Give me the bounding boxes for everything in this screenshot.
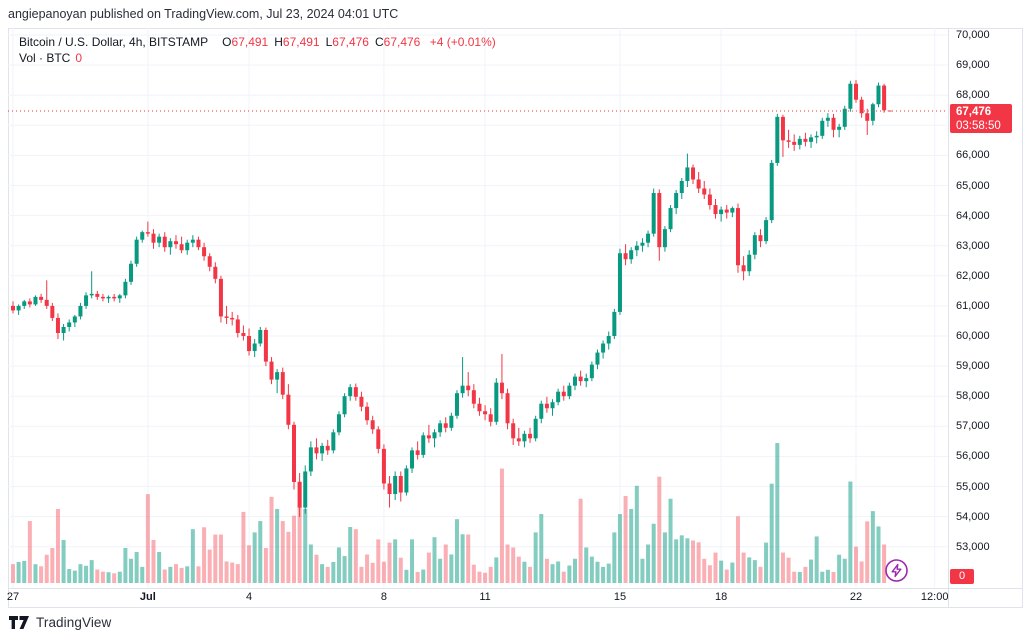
open-value: 67,491 (231, 35, 269, 49)
close-value: 67,476 (383, 35, 421, 49)
time-axis-label: 4 (245, 591, 253, 603)
volume-legend: Vol · BTC 0 (19, 51, 82, 65)
time-axis-label: 12:00 (920, 591, 949, 603)
low-label: L (325, 35, 333, 49)
price-axis-label: 68,000 (956, 89, 990, 102)
volume-value: 0 (75, 51, 83, 65)
volume-label: Vol · BTC (19, 51, 71, 65)
price-axis-label: 65,000 (956, 179, 990, 192)
close-label: C (374, 35, 384, 49)
price-axis-label: 57,000 (956, 420, 990, 433)
attribution-text: angiepanoyan published on TradingView.co… (8, 7, 399, 21)
volume-badge: 0 (950, 569, 974, 584)
high-label: H (274, 35, 283, 49)
low-value: 67,476 (332, 35, 369, 49)
time-axis-label: Jul (139, 591, 156, 603)
time-axis-label: 22 (849, 591, 863, 603)
price-axis-label: 63,000 (956, 239, 990, 252)
price-axis-label: 58,000 (956, 390, 990, 403)
last-price-value: 67,476 (956, 106, 992, 118)
time-axis-label: 18 (714, 591, 728, 603)
symbol-legend: Bitcoin / U.S. Dollar, 4h, BITSTAMP O67,4… (19, 35, 496, 49)
time-axis-label: 11 (479, 591, 491, 603)
high-value: 67,491 (282, 35, 320, 49)
price-axis-label: 70,000 (956, 29, 990, 41)
tradingview-attribution[interactable]: TradingView (9, 615, 111, 630)
price-axis-label: 64,000 (956, 209, 990, 222)
price-axis-label: 55,000 (956, 480, 990, 493)
price-axis-label: 54,000 (956, 510, 990, 523)
symbol-title: Bitcoin / U.S. Dollar, 4h, BITSTAMP (19, 35, 209, 49)
flash-icon[interactable] (884, 558, 909, 583)
time-axis-label: 8 (380, 591, 387, 603)
open-label: O (222, 35, 232, 49)
price-axis-label: 61,000 (956, 299, 990, 312)
price-axis-label: 69,000 (956, 59, 990, 72)
price-axis-label: 53,000 (956, 540, 990, 553)
change-value: +4 (+0.01%) (429, 35, 496, 49)
price-axis-label: 56,000 (956, 450, 990, 463)
time-axis-label: 27 (6, 591, 20, 603)
price-axis-label: 60,000 (956, 330, 990, 342)
last-price-badge: 67,476 03:58:50 (950, 104, 1012, 133)
time-axis-label: 15 (613, 591, 627, 603)
tradingview-brand-text: TradingView (36, 615, 112, 630)
price-axis-label: 62,000 (956, 269, 990, 282)
bar-countdown: 03:58:50 (956, 120, 1001, 132)
tradingview-logo-icon (9, 615, 29, 629)
lightning-bolt-icon (891, 563, 902, 578)
price-axis-label: 66,000 (956, 149, 990, 162)
price-axis-label: 59,000 (956, 360, 990, 373)
